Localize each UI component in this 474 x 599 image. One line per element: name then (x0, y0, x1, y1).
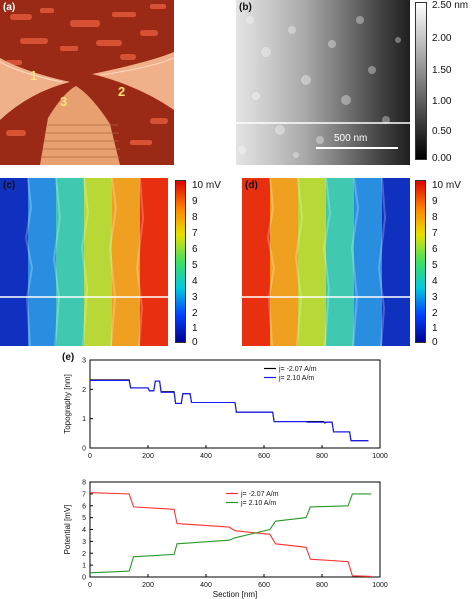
scale-bar-text: 500 nm (334, 133, 368, 144)
colorbar-b-tick: 0.50 (432, 126, 452, 137)
x-tick-label: 800 (316, 582, 328, 589)
colorbar-c (175, 180, 186, 343)
colorbar-d-tick: 0 (432, 337, 438, 348)
x-tick-label: 0 (88, 453, 92, 460)
x-tick-label: 1000 (372, 582, 388, 589)
y-tick-label: 3 (82, 358, 86, 365)
legend-entry: j= -2.07 A/m (240, 491, 279, 498)
colorbar-d-tick: 6 (432, 244, 438, 255)
colorbar-c-tick: 3 (192, 292, 198, 303)
tip-label-1: 1 (30, 68, 38, 83)
colorbar-c-tick: 6 (192, 244, 198, 255)
legend-entry: j= 2.10 A/m (240, 500, 276, 507)
x-tick-label: 600 (258, 582, 270, 589)
legend-entry: j= -2.07 A/m (278, 366, 317, 373)
panel-d-label: (d) (245, 180, 258, 191)
y-tick-label: 8 (82, 480, 86, 487)
x-tick-label: 1000 (372, 453, 388, 460)
colorbar-d-tick: 5 (432, 260, 438, 271)
plot-frame-1 (89, 481, 381, 578)
x-tick-label: 200 (142, 453, 154, 460)
series-line-1-0 (89, 492, 372, 577)
colorbar-c-tick: 7 (192, 228, 198, 239)
y-axis-label: Potential [mV] (63, 505, 72, 555)
y-tick-label: 1 (82, 563, 86, 570)
colorbar-b-tick: 1.00 (432, 96, 452, 107)
colorbar-d-tick: 1 (432, 323, 438, 334)
tip-label-2: 2 (118, 84, 126, 99)
x-tick-label: 400 (200, 453, 212, 460)
y-tick-label: 6 (82, 503, 86, 510)
series-line-0-0 (90, 379, 369, 442)
colorbar-d-tick: 3 (432, 292, 438, 303)
panel-a: (a) 1 2 3 (0, 0, 174, 165)
colorbar-c-tick: 8 (192, 212, 198, 223)
colorbar-d-tick: 7 (432, 228, 438, 239)
colorbar-c-tick: 10 mV (192, 180, 221, 191)
colorbar-c-tick: 4 (192, 276, 198, 287)
colorbar-d-tick: 10 mV (432, 180, 461, 191)
y-tick-label: 7 (82, 491, 86, 498)
plot-frame-0 (89, 359, 381, 449)
x-tick-label: 600 (258, 453, 270, 460)
y-tick-label: 0 (82, 446, 86, 453)
y-tick-label: 0 (82, 575, 86, 582)
tip-label-3: 3 (60, 94, 68, 109)
colorbar-d-tick: 2 (432, 308, 438, 319)
series-line-1-1 (89, 493, 372, 574)
x-tick-label: 400 (200, 582, 212, 589)
panel-e-label: (e) (62, 352, 75, 363)
colorbar-c-tick: 0 (192, 337, 198, 348)
colorbar-c-tick: 5 (192, 260, 198, 271)
x-axis-label: Section [nm] (213, 590, 257, 599)
colorbar-b-tick: 2.00 (432, 33, 452, 44)
y-tick-label: 3 (82, 539, 86, 546)
panel-b-label: (b) (239, 2, 252, 13)
colorbar-d-tick: 9 (432, 196, 438, 207)
panel-c: (c) (0, 178, 168, 346)
y-tick-label: 1 (82, 416, 86, 423)
panel-c-label: (c) (3, 180, 16, 191)
colorbar-c-tick: 9 (192, 196, 198, 207)
colorbar-d-tick: 8 (432, 212, 438, 223)
panel-a-image (0, 0, 174, 165)
panel-c-image (0, 178, 168, 346)
y-tick-label: 2 (82, 551, 86, 558)
panel-d: (d) (242, 178, 410, 346)
colorbar-b-tick: 2.50 nm (432, 0, 469, 11)
x-tick-label: 800 (316, 453, 328, 460)
y-tick-label: 2 (82, 387, 86, 394)
x-tick-label: 200 (142, 582, 154, 589)
colorbar-d-tick: 4 (432, 276, 438, 287)
colorbar-b (415, 2, 427, 160)
panel-b: (b) 500 nm (236, 0, 410, 165)
colorbar-b-tick: 0.00 (432, 153, 452, 164)
x-tick-label: 0 (88, 582, 92, 589)
colorbar-c-tick: 1 (192, 323, 198, 334)
legend-entry: j= 2.10 A/m (278, 375, 314, 382)
series-line-0-1 (90, 379, 369, 442)
colorbar-c-tick: 2 (192, 308, 198, 319)
y-tick-label: 4 (82, 527, 86, 534)
scale-bar (316, 147, 398, 149)
y-tick-label: 5 (82, 515, 86, 522)
colorbar-d (415, 180, 426, 343)
panel-d-image (242, 178, 410, 346)
y-axis-label: Topography [nm] (63, 374, 72, 434)
colorbar-b-tick: 1.50 (432, 65, 452, 76)
panel-b-image (236, 0, 410, 165)
panel-a-label: (a) (3, 2, 16, 13)
